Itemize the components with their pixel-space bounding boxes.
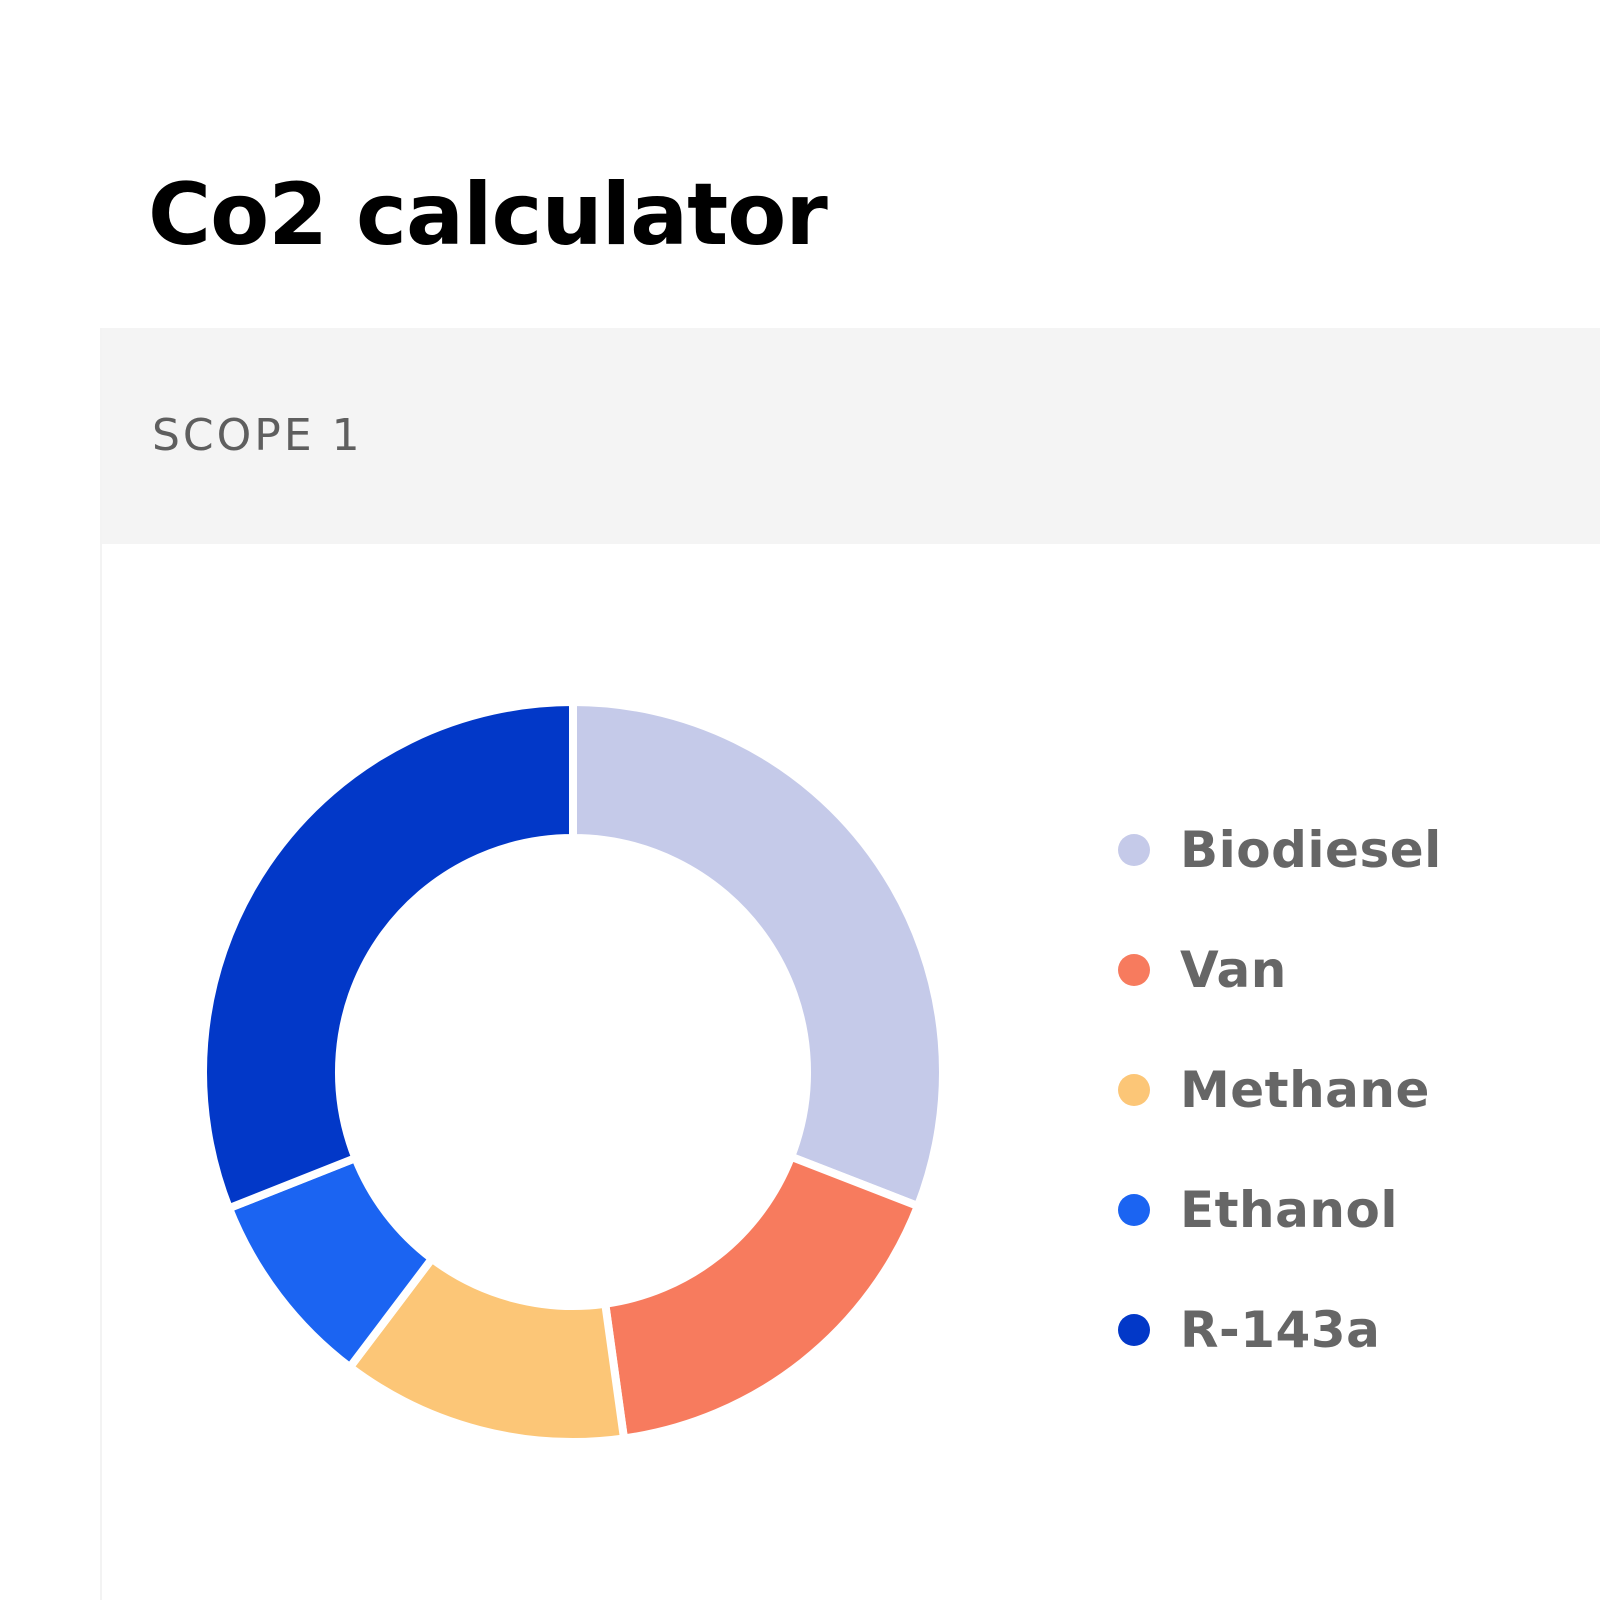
scope-header[interactable]: SCOPE 1 xyxy=(102,328,1600,544)
legend-dot xyxy=(1118,1194,1150,1226)
legend-item-biodiesel[interactable]: Biodiesel xyxy=(1118,790,1442,910)
donut-slice-van[interactable] xyxy=(600,1151,924,1443)
legend-item-ethanol[interactable]: Ethanol xyxy=(1118,1150,1442,1270)
legend-item-van[interactable]: Van xyxy=(1118,910,1442,1030)
donut-slice-r-143a[interactable] xyxy=(199,697,577,1214)
legend-item-r-143a[interactable]: R-143a xyxy=(1118,1270,1442,1390)
donut-slice-biodiesel[interactable] xyxy=(569,697,947,1212)
legend-label: R-143a xyxy=(1180,1301,1381,1359)
legend-item-methane[interactable]: Methane xyxy=(1118,1030,1442,1150)
legend-dot xyxy=(1118,834,1150,866)
legend-label: Biodiesel xyxy=(1180,821,1442,879)
legend-label: Methane xyxy=(1180,1061,1430,1119)
page-title: Co2 calculator xyxy=(148,165,828,265)
chart-legend: Biodiesel Van Methane Ethanol R-143a xyxy=(1118,790,1442,1390)
scope-label: SCOPE 1 xyxy=(152,410,363,461)
legend-dot xyxy=(1118,1074,1150,1106)
legend-dot xyxy=(1118,1314,1150,1346)
legend-label: Ethanol xyxy=(1180,1181,1398,1239)
legend-dot xyxy=(1118,954,1150,986)
legend-label: Van xyxy=(1180,941,1287,999)
